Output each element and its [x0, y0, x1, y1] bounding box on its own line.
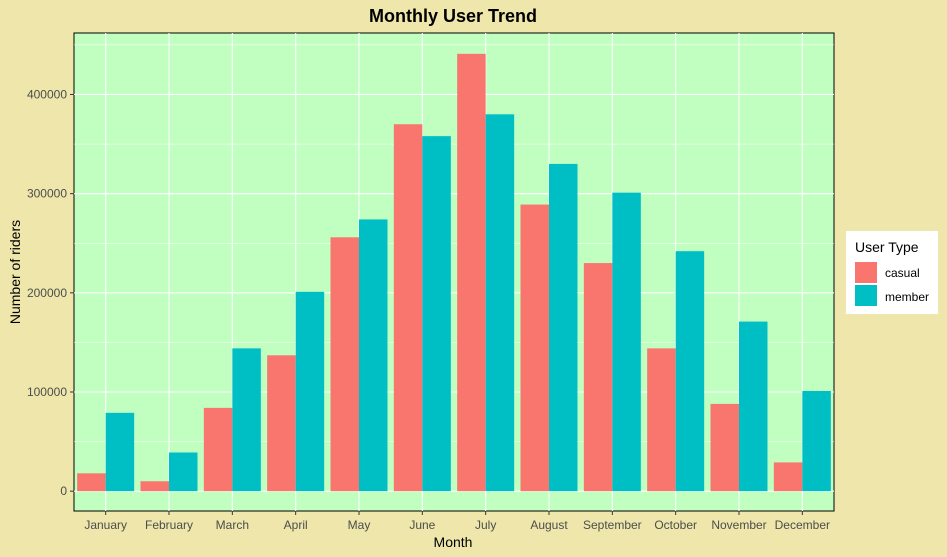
bar-member-august [549, 163, 578, 492]
y-axis-title: Number of riders [7, 220, 23, 324]
bars [77, 53, 831, 492]
bar-member-october [675, 251, 705, 492]
plot-panel [73, 32, 835, 512]
bar-member-may [359, 219, 388, 492]
bar-member-december [802, 391, 831, 492]
y-tick-label: 400000 [27, 87, 67, 101]
bar-member-july [485, 114, 515, 492]
x-tick-label: March [216, 518, 249, 532]
chart-title: Monthly User Trend [369, 6, 537, 26]
x-tick-label: August [530, 518, 568, 532]
y-tick-label: 300000 [27, 187, 67, 201]
bar-casual-june [393, 124, 423, 492]
axes: 0 100000 200000 300000 400000 January February… [27, 87, 830, 532]
bar-casual-january [77, 473, 106, 492]
bar-casual-august [520, 204, 549, 492]
x-tick-label: December [775, 518, 830, 532]
bar-casual-november [710, 403, 739, 492]
bar-casual-september [583, 263, 613, 492]
x-tick-label: November [711, 518, 766, 532]
x-tick-label: May [348, 518, 371, 532]
bar-member-april [295, 291, 325, 492]
bar-member-september [612, 192, 641, 492]
legend-key-casual [855, 262, 877, 283]
x-axis-title: Month [434, 534, 473, 550]
bar-casual-march [203, 407, 233, 492]
x-tick-label: January [84, 518, 127, 532]
bar-casual-february [140, 481, 169, 492]
bar-member-november [739, 321, 768, 492]
bar-casual-may [330, 237, 359, 492]
x-tick-label: September [583, 518, 642, 532]
y-tick-label: 0 [60, 484, 67, 498]
legend-label-casual: casual [885, 266, 920, 280]
x-tick-label: October [654, 518, 697, 532]
x-tick-label: July [475, 518, 496, 532]
bar-member-january [105, 412, 135, 492]
bar-member-march [232, 348, 261, 492]
bar-member-june [422, 136, 451, 492]
bar-member-february [169, 452, 198, 492]
x-tick-label: February [145, 518, 193, 532]
bar-casual-october [647, 348, 676, 492]
x-tick-label: June [409, 518, 435, 532]
legend-key-member [855, 285, 877, 306]
bar-casual-december [773, 462, 803, 492]
legend-label-member: member [885, 290, 929, 304]
y-tick-label: 200000 [27, 286, 67, 300]
legend: User Type casual member [846, 231, 938, 314]
bar-casual-july [457, 53, 486, 492]
bar-casual-april [267, 355, 296, 492]
x-tick-label: April [284, 518, 308, 532]
y-tick-label: 100000 [27, 385, 67, 399]
legend-title: User Type [855, 239, 919, 255]
